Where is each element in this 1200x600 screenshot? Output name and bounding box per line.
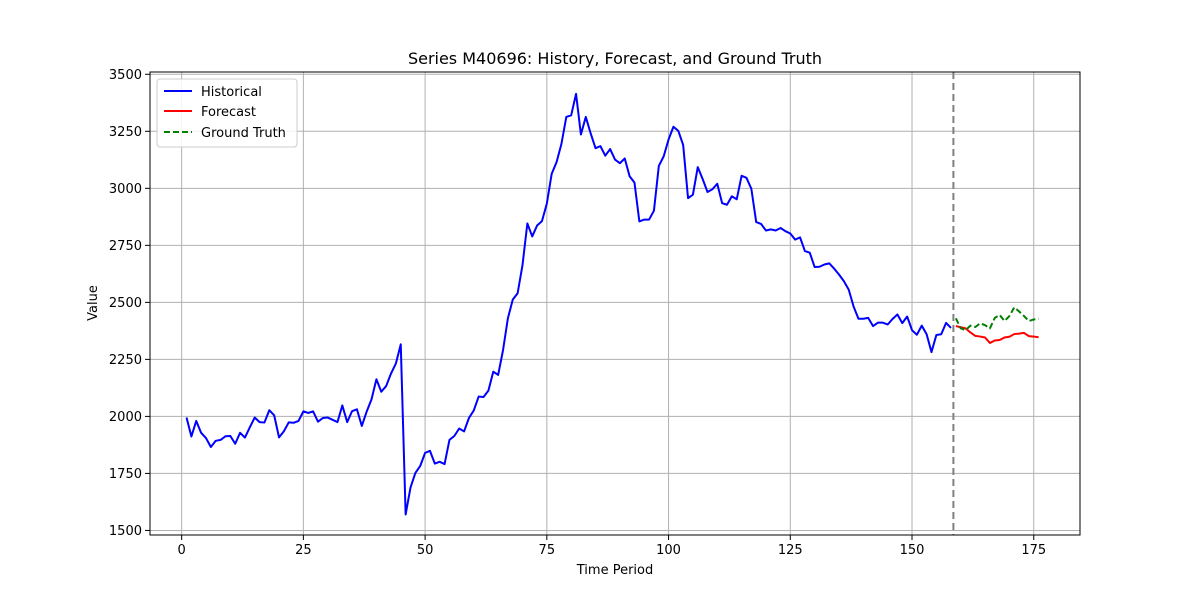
legend: Historical Forecast Ground Truth: [156, 78, 298, 148]
ground-truth-series-line: [954, 306, 1039, 332]
y-tick-label: 2000: [109, 410, 142, 425]
y-axis-label: Value: [86, 285, 101, 321]
y-axis-ticks: 1500 1750 2000 2250 2500 2750 3000 3250 3500: [109, 68, 150, 539]
forecast-series-line: [955, 325, 1039, 344]
y-tick-label: 1750: [109, 467, 142, 482]
y-tick-label: 1500: [109, 524, 142, 539]
legend-ground-truth-label: Ground Truth: [201, 126, 286, 141]
plot-area-frame: [149, 71, 1081, 536]
x-tick-label: 50: [417, 543, 434, 558]
y-tick-label: 2500: [109, 296, 142, 311]
plot-layer: [185, 72, 1039, 535]
chart-title: Series M40696: History, Forecast, and Gr…: [408, 49, 822, 68]
x-tick-label: 100: [656, 543, 681, 558]
x-tick-label: 75: [539, 543, 556, 558]
x-axis-ticks: 0 25 50 75 100 125 150 175: [178, 535, 1046, 558]
x-tick-label: 125: [778, 543, 803, 558]
legend-forecast-label: Forecast: [201, 105, 256, 120]
grid-lines: [150, 72, 1080, 535]
x-tick-label: 0: [178, 543, 186, 558]
legend-historical-label: Historical: [201, 85, 262, 100]
historical-series-line: [185, 92, 952, 516]
x-tick-label: 175: [1021, 543, 1046, 558]
y-tick-label: 2750: [109, 239, 142, 254]
y-tick-label: 3500: [109, 68, 142, 83]
x-axis-label: Time Period: [576, 563, 653, 578]
y-tick-label: 2250: [109, 353, 142, 368]
x-tick-label: 150: [900, 543, 925, 558]
x-tick-label: 25: [295, 543, 312, 558]
legend-box: [156, 78, 298, 148]
y-tick-label: 3000: [109, 182, 142, 197]
y-tick-label: 3250: [109, 125, 142, 140]
